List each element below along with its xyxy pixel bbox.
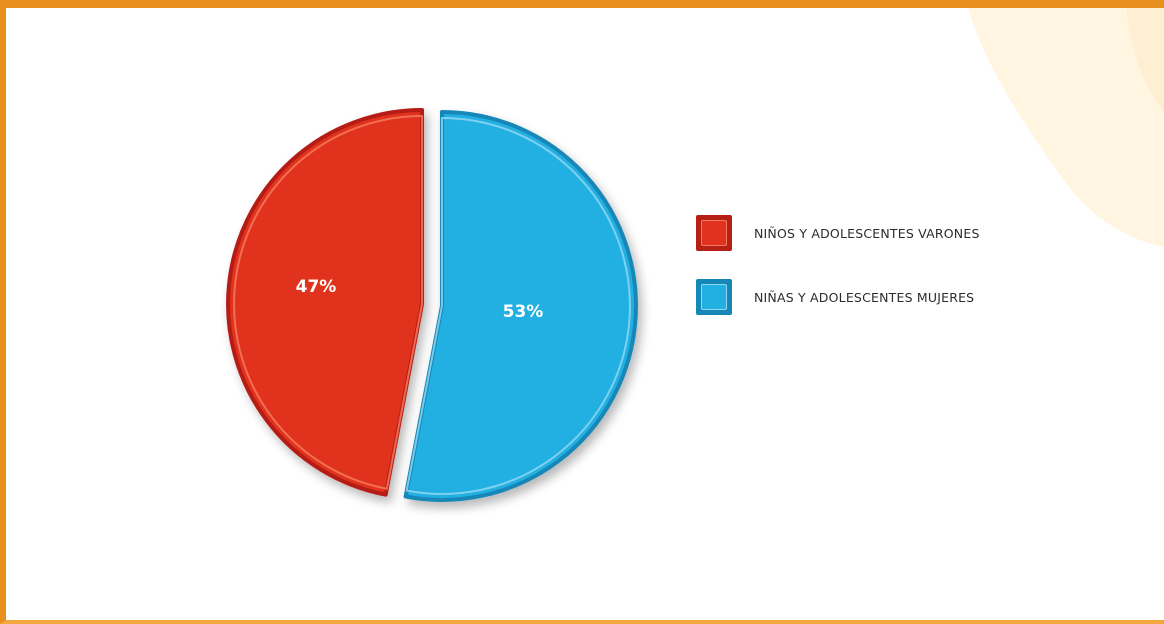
- legend-label-mujeres: NIÑAS Y ADOLESCENTES MUJERES: [754, 289, 975, 305]
- decorative-background-shape: [968, 8, 1164, 247]
- legend-item-mujeres: NIÑAS Y ADOLESCENTES MUJERES: [696, 278, 980, 316]
- legend-item-varones: NIÑOS Y ADOLESCENTES VARONES: [696, 214, 980, 252]
- slice-label-varones: 47%: [296, 277, 337, 297]
- pie-chart: 47% 53%: [226, 108, 638, 502]
- legend-label-varones: NIÑOS Y ADOLESCENTES VARONES: [754, 225, 980, 241]
- slice-label-mujeres: 53%: [503, 302, 544, 322]
- legend-swatch-mujeres: [696, 279, 732, 315]
- legend-swatch-varones: [696, 215, 732, 251]
- pie-slice-varones: [226, 108, 425, 497]
- legend: NIÑOS Y ADOLESCENTES VARONES NIÑAS Y ADO…: [696, 214, 980, 342]
- pie-slice-mujeres: [403, 109, 638, 502]
